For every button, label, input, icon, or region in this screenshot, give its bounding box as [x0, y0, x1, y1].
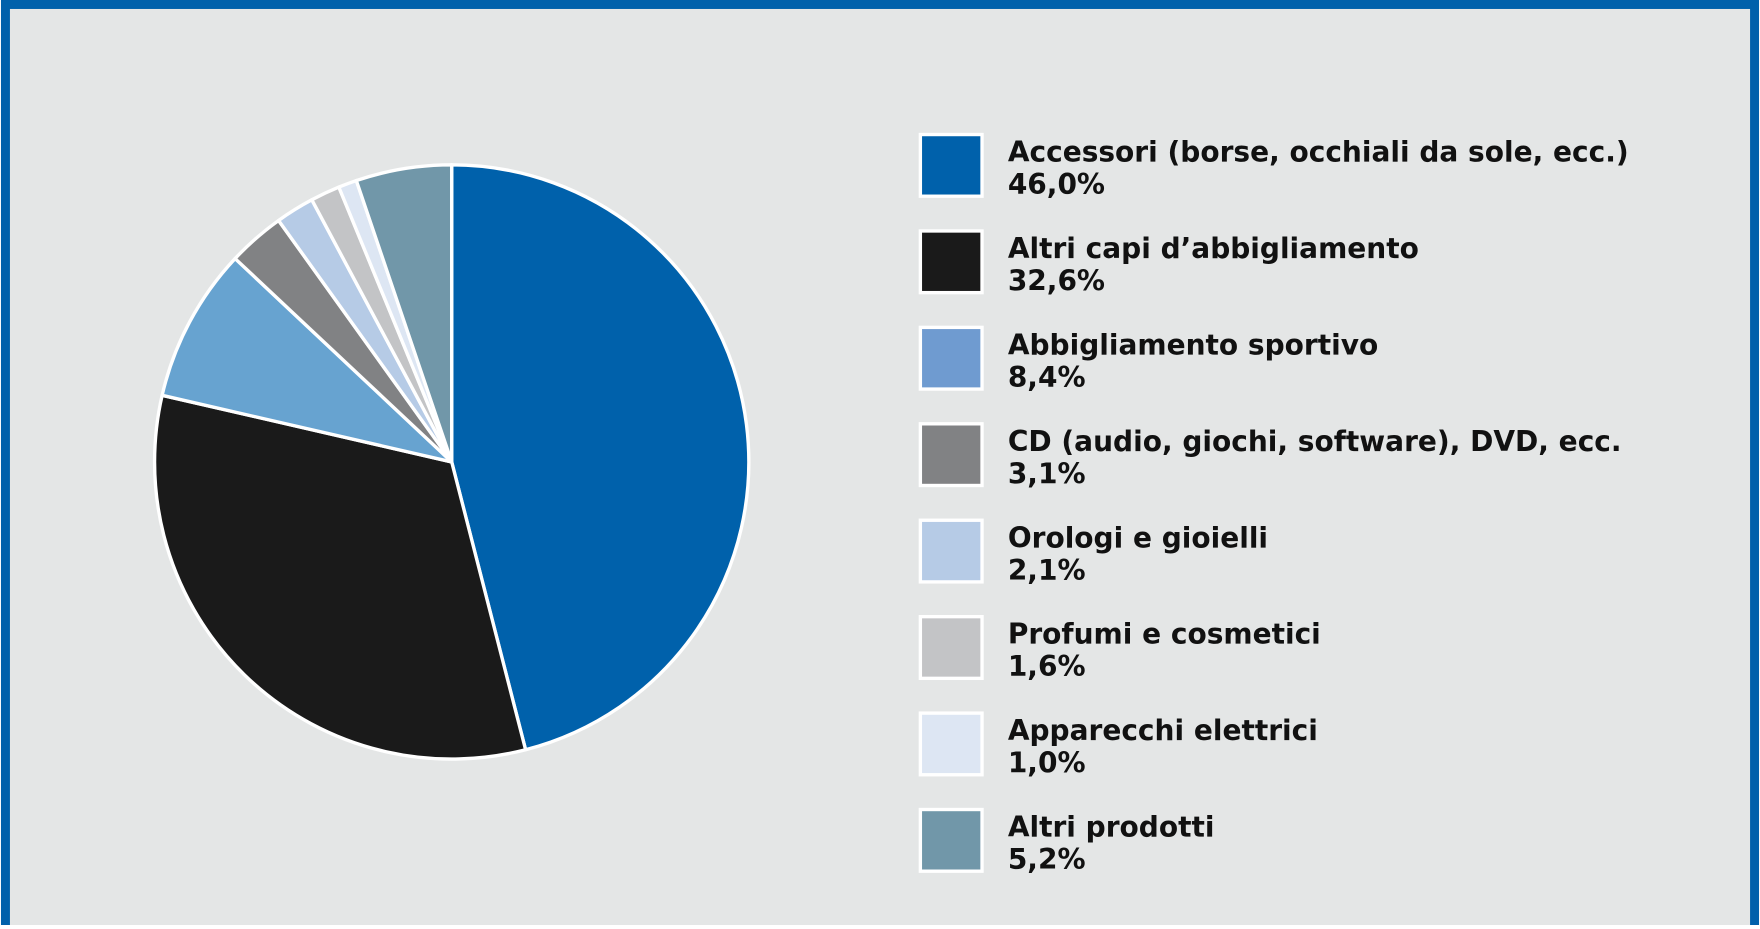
pie-slice: [450, 163, 751, 752]
legend-value: 5,2%: [1008, 843, 1086, 876]
legend-label: Accessori (borse, occhiali da sole, ecc.…: [1008, 136, 1629, 169]
legend-label: CD (audio, giochi, software), DVD, ecc.: [1008, 425, 1622, 458]
legend-label: Altri capi d’abbigliamento: [1008, 232, 1419, 265]
legend-value: 46,0%: [1008, 168, 1105, 201]
legend-swatch: [918, 614, 984, 681]
legend-swatch: [918, 807, 984, 873]
legend-value: 1,0%: [1008, 747, 1086, 780]
legend-swatch: [918, 229, 984, 295]
legend-value: 3,1%: [1008, 457, 1086, 490]
legend-swatch: [918, 711, 984, 777]
pie-slice: [160, 256, 454, 464]
legend-swatch: [918, 422, 984, 488]
legend-swatch: [918, 325, 984, 391]
legend-value: 32,6%: [1008, 265, 1105, 298]
pie-slice: [354, 163, 454, 464]
legend-value: 2,1%: [1008, 554, 1086, 587]
legend-label: Altri prodotti: [1008, 811, 1215, 844]
legend-label: Apparecchi elettrici: [1008, 714, 1318, 747]
legend-label: Abbigliamento sportivo: [1008, 328, 1378, 361]
legend-swatch: [918, 518, 984, 584]
legend-value: 1,6%: [1008, 650, 1086, 683]
legend-swatch: [918, 132, 984, 198]
pie-slice: [152, 393, 528, 761]
legend-value: 8,4%: [1008, 361, 1086, 394]
legend-label: Orologi e gioielli: [1008, 521, 1268, 554]
legend-label: Profumi e cosmetici: [1008, 618, 1321, 651]
